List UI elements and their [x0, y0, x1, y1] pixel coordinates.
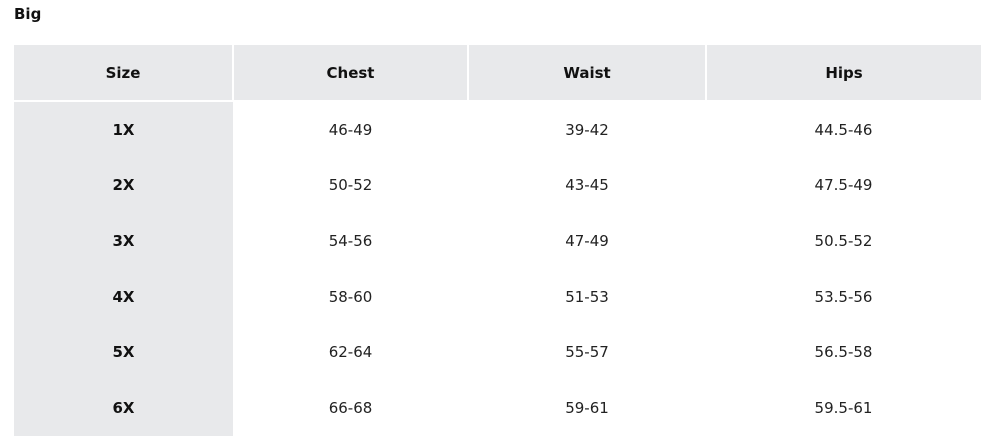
header-waist: Waist: [468, 45, 707, 102]
table-row: 4X 58-60 51-53 53.5-56: [14, 268, 981, 325]
cell-chest: 46-49: [328, 120, 373, 139]
cell-waist: 39-42: [565, 120, 609, 139]
cell-chest: 66-68: [328, 398, 373, 417]
table-row: 6X 66-68 59-61 59.5-61: [14, 379, 981, 436]
cell-waist: 59-61: [565, 398, 609, 417]
cell-chest: 58-60: [328, 287, 373, 306]
cell-waist: 55-57: [565, 343, 609, 362]
cell-waist: 43-45: [565, 176, 609, 195]
cell-hips: 59.5-61: [814, 398, 873, 417]
cell-waist: 51-53: [565, 287, 609, 306]
cell-size: 2X: [14, 157, 233, 214]
header-row: Size Chest Waist Hips: [14, 45, 981, 102]
cell-chest: 54-56: [328, 231, 373, 250]
table-row: 2X 50-52 43-45 47.5-49: [14, 157, 981, 214]
cell-waist: 47-49: [565, 231, 609, 250]
size-chart-table: Size Chest Waist Hips 1X 46-49 39-42 44.5-4…: [14, 45, 981, 436]
cell-hips: 44.5-46: [814, 120, 873, 139]
cell-chest: 62-64: [328, 343, 373, 362]
table-row: 5X 62-64 55-57 56.5-58: [14, 324, 981, 380]
section-title: Big: [14, 5, 42, 23]
header-hips: Hips: [706, 45, 981, 102]
table-row: 1X 46-49 39-42 44.5-46: [14, 101, 981, 158]
cell-size: 6X: [14, 379, 233, 436]
table-row: 3X 54-56 47-49 50.5-52: [14, 213, 981, 269]
header-size: Size: [14, 45, 234, 102]
cell-chest: 50-52: [328, 176, 373, 195]
cell-size: 3X: [14, 213, 233, 269]
cell-hips: 47.5-49: [814, 176, 873, 195]
cell-hips: 53.5-56: [814, 287, 873, 306]
cell-size: 5X: [14, 324, 233, 380]
cell-size: 1X: [14, 101, 233, 158]
cell-hips: 50.5-52: [814, 231, 873, 250]
cell-size: 4X: [14, 268, 233, 325]
header-chest: Chest: [233, 45, 469, 102]
cell-hips: 56.5-58: [814, 343, 873, 362]
